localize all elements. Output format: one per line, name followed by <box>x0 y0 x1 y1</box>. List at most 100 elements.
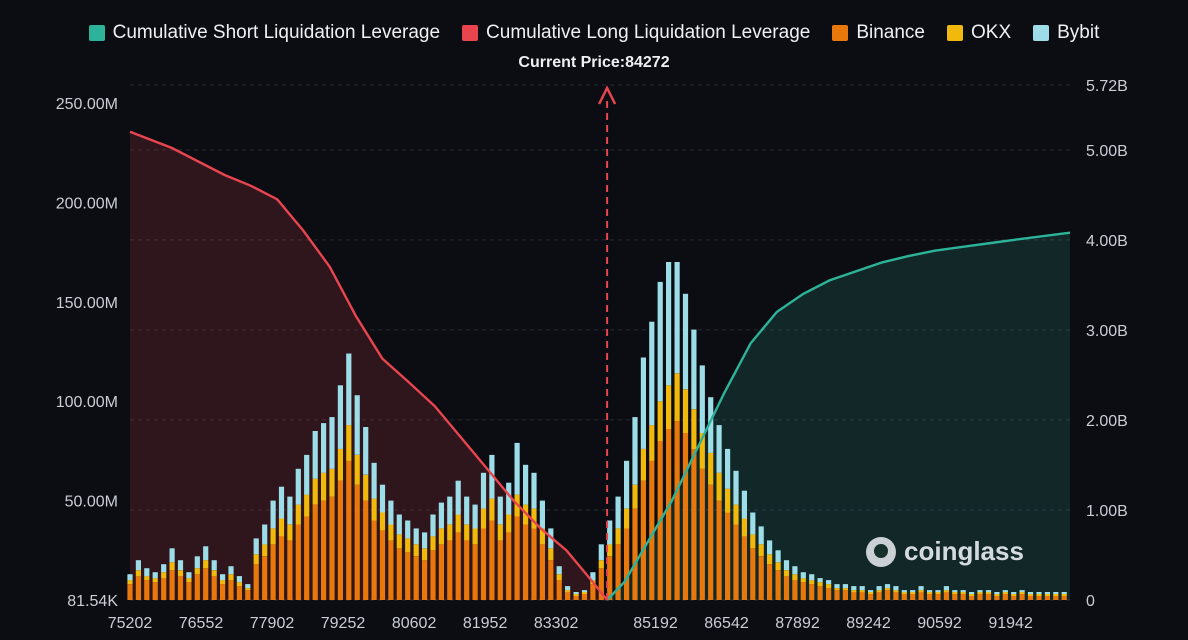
bar-binance <box>767 564 773 600</box>
legend-label-binance: Binance <box>856 22 925 43</box>
bar-okx <box>792 574 798 581</box>
bar-binance <box>598 568 604 600</box>
bar-okx <box>135 570 141 577</box>
bar-bybit <box>741 490 747 519</box>
bar-binance <box>682 433 689 600</box>
bar-bybit <box>379 484 386 513</box>
legend-item-okx[interactable]: OKX <box>947 22 1011 44</box>
long-area <box>130 131 608 601</box>
bar-okx <box>472 528 478 545</box>
legend: Cumulative Short Liquidation Leverage Cu… <box>0 22 1188 44</box>
bar-binance <box>666 429 672 600</box>
bar-bybit <box>489 454 495 499</box>
bar-okx <box>169 562 175 571</box>
bar-bybit <box>295 468 301 505</box>
axis-layer: 81.54K 50.00M 100.00M 150.00M 200.00M 250.00M… <box>56 78 1128 632</box>
bar-okx <box>253 554 259 565</box>
bar-okx <box>581 592 588 594</box>
bar-binance <box>960 594 966 600</box>
legend-swatch-long <box>462 25 479 41</box>
bar-bybit <box>750 512 756 535</box>
bar-binance <box>523 524 529 600</box>
bar-binance <box>943 592 949 600</box>
short-line <box>606 231 1071 601</box>
bar-okx <box>447 524 453 541</box>
bar-bybit <box>262 524 268 545</box>
bar-bybit <box>531 472 537 509</box>
bar-okx <box>270 528 276 545</box>
bar-okx <box>1044 594 1050 596</box>
bar-bybit <box>918 586 924 591</box>
bar-binance <box>169 570 175 600</box>
bar-binance <box>792 580 798 600</box>
bar-binance <box>733 524 739 600</box>
legend-label-bybit: Bybit <box>1057 22 1100 43</box>
bar-bybit <box>1011 592 1017 594</box>
bar-okx <box>480 508 487 529</box>
bar-bybit <box>228 566 234 575</box>
bar-binance <box>371 520 377 600</box>
bar-bybit <box>901 590 907 593</box>
legend-swatch-binance <box>832 25 849 41</box>
bar-okx <box>842 588 848 591</box>
bar-binance <box>489 520 495 600</box>
bar-bybit <box>868 590 874 593</box>
bar-bybit <box>304 454 310 495</box>
bar-bybit <box>985 590 992 593</box>
legend-item-short[interactable]: Cumulative Short Liquidation Leverage <box>88 22 440 44</box>
bar-binance <box>262 556 268 600</box>
bar-binance <box>725 512 731 600</box>
bar-binance <box>817 586 823 600</box>
bar-bybit <box>523 464 529 505</box>
bar-okx <box>666 385 672 429</box>
bar-binance <box>270 544 276 600</box>
bar-bybit <box>682 293 689 390</box>
bar-okx <box>497 524 503 541</box>
bar-okx <box>674 373 680 422</box>
bar-okx <box>767 554 773 565</box>
bar-binance <box>464 540 470 600</box>
bar-bybit <box>455 480 461 515</box>
bar-bybit <box>851 586 857 591</box>
y-left-tick-label: 81.54K <box>67 593 118 610</box>
bar-bybit <box>943 586 949 591</box>
bar-bybit <box>657 281 663 402</box>
bar-binance <box>927 594 933 600</box>
bar-okx <box>817 582 823 587</box>
coinglass-logo-icon <box>866 536 896 567</box>
bar-okx <box>607 544 613 557</box>
bar-okx <box>893 590 899 593</box>
legend-item-bybit[interactable]: Bybit <box>1033 22 1099 44</box>
bar-binance <box>674 421 680 600</box>
bar-okx <box>531 508 537 529</box>
bar-okx <box>758 544 764 557</box>
bar-binance <box>1011 596 1017 600</box>
x-tick-label: 77902 <box>250 615 295 632</box>
y-right-tick-label: 5.00B <box>1086 143 1128 160</box>
legend-item-long[interactable]: Cumulative Long Liquidation Leverage <box>462 22 810 44</box>
bar-binance <box>346 460 352 600</box>
bar-okx <box>624 508 630 529</box>
bar-binance <box>834 590 840 600</box>
bar-bybit <box>539 500 545 529</box>
bar-bybit <box>236 576 242 583</box>
bar-binance <box>590 584 596 600</box>
bar-binance <box>127 584 133 600</box>
bar-bybit <box>354 395 360 455</box>
bar-binance <box>430 550 436 600</box>
bar-okx <box>245 588 251 591</box>
bar-binance <box>716 500 722 600</box>
bar-okx <box>649 425 655 461</box>
bar-binance <box>640 480 646 600</box>
bar-binance <box>1027 596 1034 600</box>
bar-okx <box>371 498 377 521</box>
bar-okx <box>455 514 461 533</box>
bar-binance <box>1019 594 1025 600</box>
legend-swatch-short <box>88 25 105 41</box>
bar-okx <box>438 528 444 545</box>
legend-item-binance[interactable]: Binance <box>832 22 925 44</box>
bar-bybit <box>270 500 276 529</box>
x-tick-label: 81952 <box>463 615 508 632</box>
bar-binance <box>876 592 882 600</box>
bar-okx <box>573 594 579 596</box>
